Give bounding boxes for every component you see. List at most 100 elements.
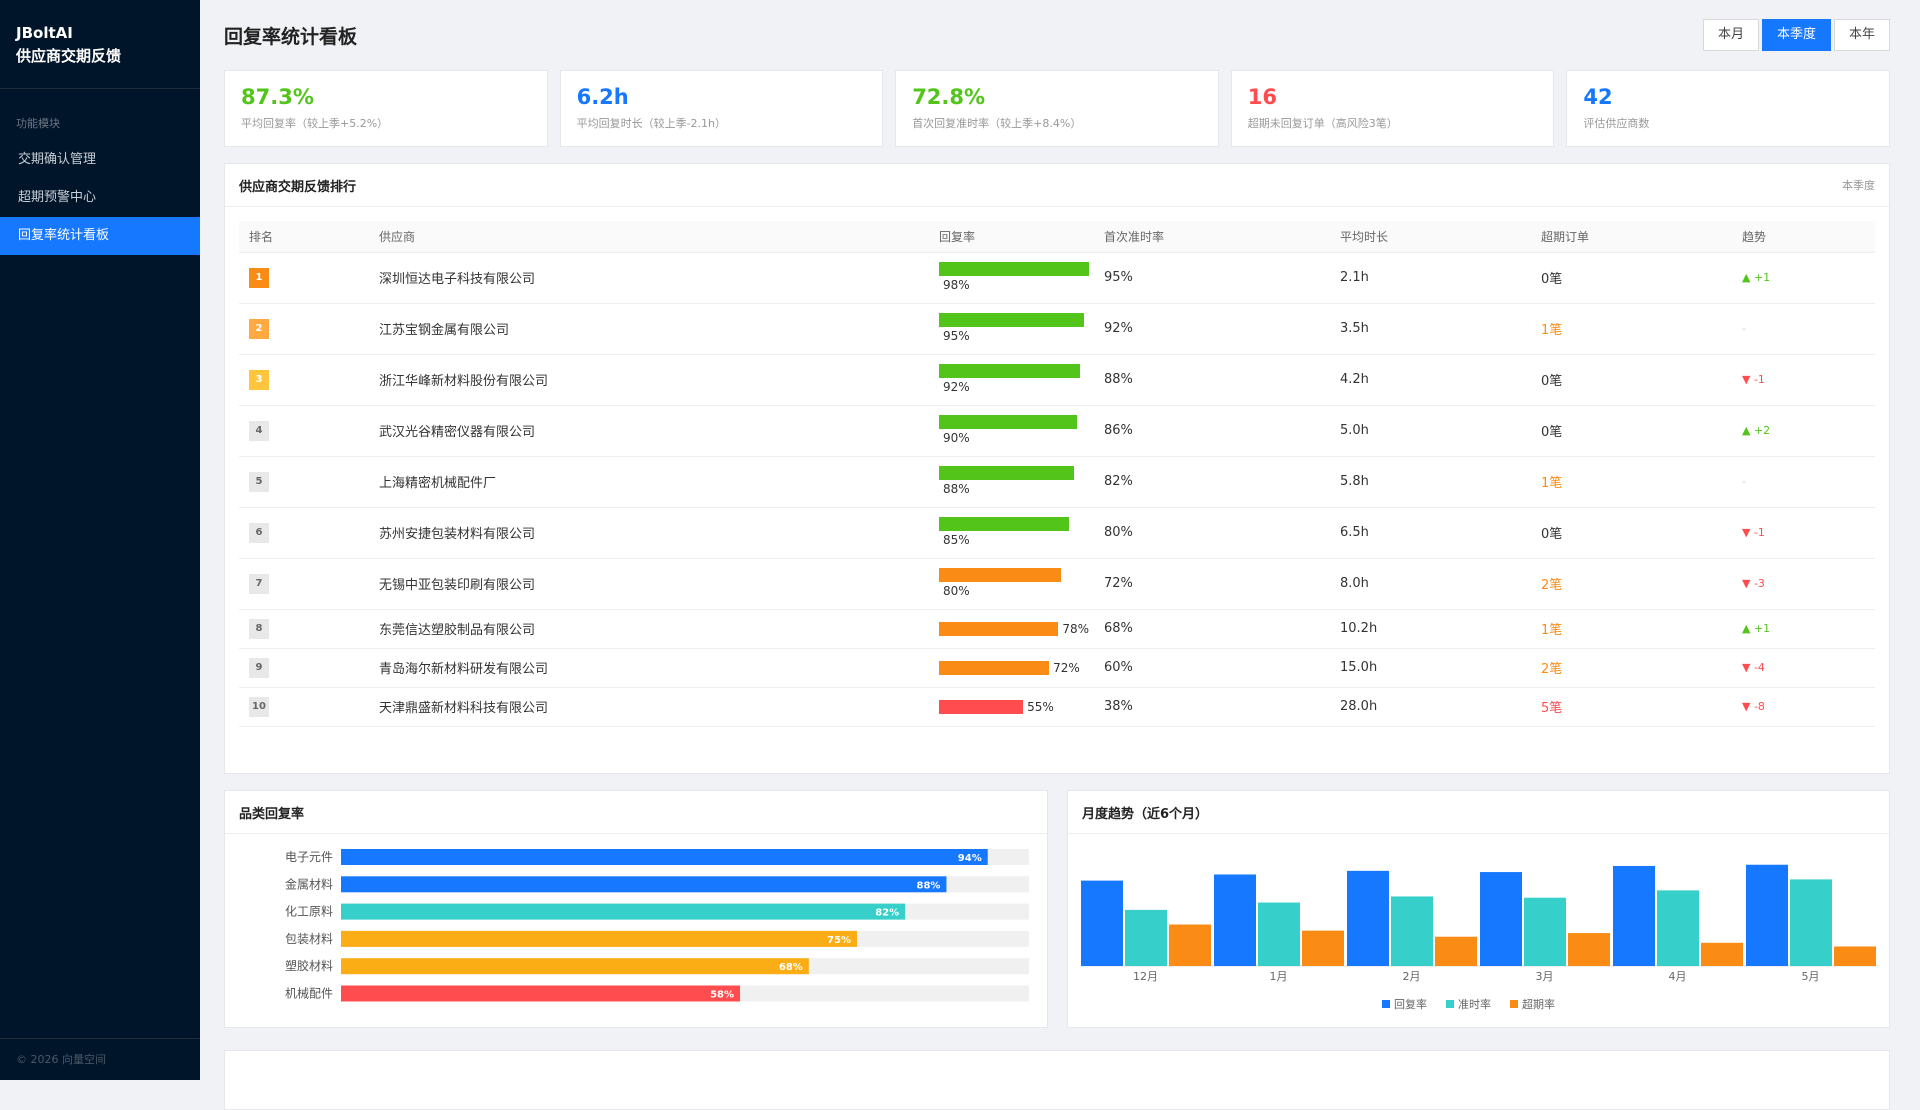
reply-rate-bar: [939, 312, 1085, 327]
bar: [341, 985, 741, 1002]
card-header: 月度趋势（近6个月）: [1068, 791, 1889, 834]
kpi-label: 平均回复率（较上季+5.2%）: [241, 117, 389, 130]
kpi-row: 87.3% 平均回复率（较上季+5.2%） 6.2h 平均回复时长（较上季-2.1h）…: [224, 70, 1890, 147]
on-time-rate: 80%: [1094, 507, 1330, 559]
column-header: 排名: [239, 221, 369, 253]
bar: [1081, 880, 1123, 966]
reply-rate-cell: 98%: [929, 252, 1094, 304]
ranking-row: 2 江苏宝钢金属有限公司 95% 92% 3.5h 1笔 -: [239, 303, 1875, 355]
value-label: 58%: [710, 990, 734, 1001]
legend-label: 超期率: [1522, 997, 1555, 1011]
reply-rate-label: 90%: [943, 430, 970, 445]
rank-badge: 1: [249, 267, 269, 288]
reply-rate-cell: 85%: [929, 507, 1094, 559]
reply-rate: 72%: [939, 659, 1094, 677]
trend-cell: ▲ +2: [1732, 405, 1875, 457]
on-time-rate: 72%: [1094, 558, 1330, 610]
value-label: 68%: [779, 962, 803, 973]
menu-item[interactable]: 交期确认管理: [18, 152, 97, 167]
legend-label: 回复率: [1394, 997, 1427, 1011]
avg-time: 28.0h: [1330, 687, 1531, 727]
reply-rate-cell: 90%: [929, 405, 1094, 457]
card-title: 月度趋势（近6个月）: [1082, 806, 1209, 822]
trend-cell: ▼ -4: [1732, 648, 1875, 688]
reply-rate-bar: [939, 516, 1070, 531]
on-time-rate: 60%: [1094, 648, 1330, 688]
rank-badge: 9: [249, 657, 269, 678]
category-label: 化工原料: [285, 905, 333, 919]
reply-rate-cell: 95%: [929, 303, 1094, 355]
kpi-value: 42: [1583, 85, 1613, 109]
overdue: 0笔: [1531, 354, 1732, 406]
reply-rate-cell: 88%: [929, 456, 1094, 508]
category-label: 机械配件: [285, 986, 333, 1001]
bar: [1258, 902, 1300, 966]
ranking-card: 供应商交期反馈排行 本季度 排名 供应商 回复率 首次准时率 平均时长 超期订单 趋势 1 深圳恒…: [224, 163, 1890, 774]
rank-badge: 5: [249, 471, 269, 492]
value-label: 88%: [917, 880, 941, 891]
avg-time: 8.0h: [1330, 558, 1531, 610]
main: 回复率统计看板 本月 本季度 本年 87.3% 平均回复率（较上季+5.2%） 6.2h…: [200, 0, 1920, 1110]
rank-cell: 2: [239, 303, 369, 355]
overdue: 0笔: [1531, 507, 1732, 559]
supplier: 深圳恒达电子科技有限公司: [369, 252, 929, 304]
rank-badge: 10: [249, 696, 269, 717]
kpi-label: 超期未回复订单（高风险3笔）: [1247, 117, 1398, 130]
category-label: 金属材料: [285, 876, 333, 891]
rank-cell: 10: [239, 687, 369, 727]
period-tab[interactable]: 本季度: [1761, 19, 1831, 51]
supplier: 青岛海尔新材料研发有限公司: [369, 648, 929, 688]
trend: ▼ -3: [1742, 577, 1765, 590]
period-tab[interactable]: 本年: [1833, 19, 1890, 51]
trend: ▼ -1: [1742, 373, 1765, 386]
rank-badge: 6: [249, 522, 269, 543]
kpi-label: 首次回复准时率（较上季+8.4%）: [912, 117, 1082, 130]
x-tick-label: 4月: [1669, 970, 1687, 983]
supplier: 上海精密机械配件厂: [369, 456, 929, 508]
reply-rate-bar: [939, 699, 1024, 714]
reply-rate-cell: 92%: [929, 354, 1094, 406]
bar: [341, 903, 906, 920]
ranking-row: 10 天津鼎盛新材料科技有限公司 55% 38% 28.0h 5笔 ▼ -8: [239, 687, 1875, 727]
period-tab[interactable]: 本月: [1702, 19, 1759, 51]
reply-rate-label: 78%: [1062, 621, 1089, 636]
category-card: 品类回复率 电子元件 94% 金属材料 88% 化工原料 82% 包装材料 75% 塑胶材料 68…: [224, 790, 1048, 1028]
category-chart: 电子元件 94% 金属材料 88% 化工原料 82% 包装材料 75% 塑胶材料 68% 机械配件 5…: [285, 849, 1029, 1002]
ranking-row: 6 苏州安捷包装材料有限公司 85% 80% 6.5h 0笔 ▼ -1: [239, 507, 1875, 559]
on-time-rate: 86%: [1094, 405, 1330, 457]
reply-rate: 90%: [939, 414, 1094, 447]
value-label: 82%: [875, 908, 899, 919]
kpi-value: 16: [1247, 85, 1278, 109]
reply-rate-label: 95%: [943, 328, 970, 343]
trend-cell: -: [1732, 303, 1875, 355]
ranking-row: 7 无锡中亚包装印刷有限公司 80% 72% 8.0h 2笔 ▼ -3: [239, 558, 1875, 610]
rank-cell: 7: [239, 558, 369, 610]
supplier: 江苏宝钢金属有限公司: [369, 303, 929, 355]
supplier: 武汉光谷精密仪器有限公司: [369, 405, 929, 457]
brand-subtitle: 供应商交期反馈: [16, 47, 122, 65]
bar: [1568, 933, 1610, 966]
ranking-row: 3 浙江华峰新材料股份有限公司 92% 88% 4.2h 0笔 ▼ -1: [239, 354, 1875, 406]
avg-time: 15.0h: [1330, 648, 1531, 688]
bar: [1302, 930, 1344, 966]
kpi-card: 42 评估供应商数: [1566, 70, 1890, 147]
bar: [1480, 872, 1522, 966]
trend: ▼ -4: [1742, 661, 1765, 674]
menu-item[interactable]: 超期预警中心: [18, 190, 97, 205]
x-tick-label: 1月: [1270, 970, 1288, 983]
trend-cell: ▼ -1: [1732, 507, 1875, 559]
category-label: 塑胶材料: [285, 958, 333, 973]
on-time-rate: 82%: [1094, 456, 1330, 508]
menu-item[interactable]: 回复率统计看板: [0, 217, 200, 255]
bar: [341, 958, 809, 975]
reply-rate: 95%: [939, 312, 1094, 345]
legend-swatch: [1446, 1000, 1454, 1008]
bar: [1701, 942, 1743, 966]
ranking-row: 1 深圳恒达电子科技有限公司 98% 95% 2.1h 0笔 ▲ +1: [239, 252, 1875, 304]
reply-rate: 92%: [939, 363, 1094, 396]
x-tick-label: 5月: [1802, 970, 1820, 983]
on-time-rate: 88%: [1094, 354, 1330, 406]
column-header: 平均时长: [1330, 221, 1531, 253]
